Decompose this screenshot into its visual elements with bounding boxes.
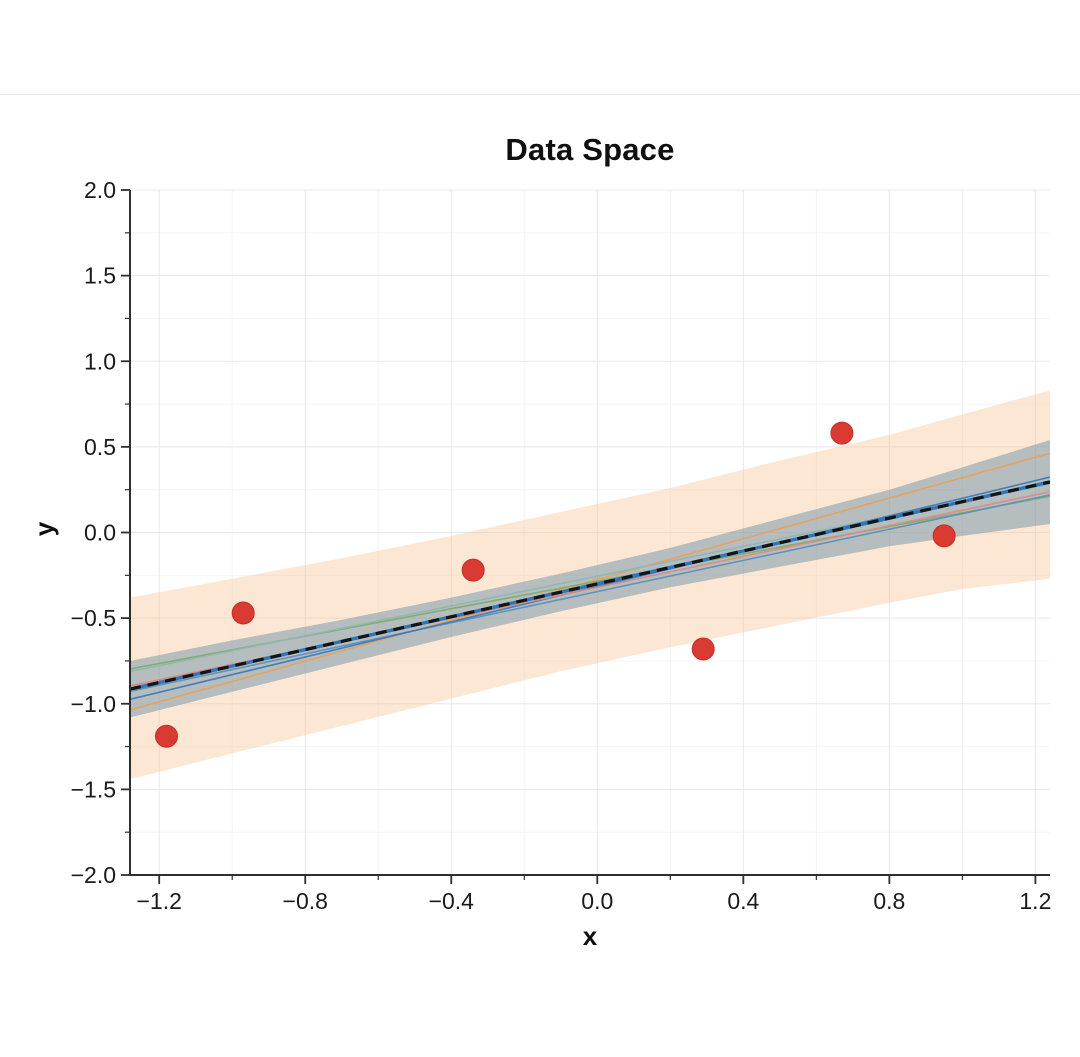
true-function-dashed-line: [130, 480, 1050, 691]
y-tick-label: 0.5: [84, 434, 116, 460]
y-tick-label: 1.0: [84, 348, 116, 374]
scatter-point: [461, 558, 485, 582]
chart-title: Data Space: [505, 132, 675, 167]
x-tick-label: −0.4: [429, 888, 475, 914]
y-tick-label: 0.0: [84, 520, 116, 546]
top-divider: [0, 94, 1080, 95]
posterior-sample-line: [130, 452, 1050, 711]
posterior-sample-line: [130, 494, 1050, 693]
scatter-point: [155, 724, 179, 748]
y-tick-label: −1.0: [71, 691, 116, 717]
x-tick-label: 0.4: [727, 888, 759, 914]
x-tick-label: 0.8: [873, 888, 905, 914]
x-tick-label: −1.2: [137, 888, 182, 914]
scatter-point: [932, 524, 956, 548]
scatter-point: [231, 601, 255, 625]
x-axis-label: x: [582, 921, 598, 951]
y-tick-label: −2.0: [71, 862, 116, 888]
y-tick-label: 2.0: [84, 177, 116, 203]
y-tick-label: −1.5: [71, 776, 116, 802]
y-tick-label: −0.5: [71, 605, 116, 631]
x-tick-label: −0.8: [283, 888, 328, 914]
scatter-point: [830, 421, 854, 445]
inner-uncertainty-band: [130, 440, 1050, 718]
y-axis-label: y: [29, 521, 59, 537]
y-tick-label: 1.5: [84, 263, 116, 289]
x-tick-label: 0.0: [581, 888, 613, 914]
scatter-point: [691, 637, 715, 661]
x-tick-label: 1.2: [1019, 888, 1051, 914]
